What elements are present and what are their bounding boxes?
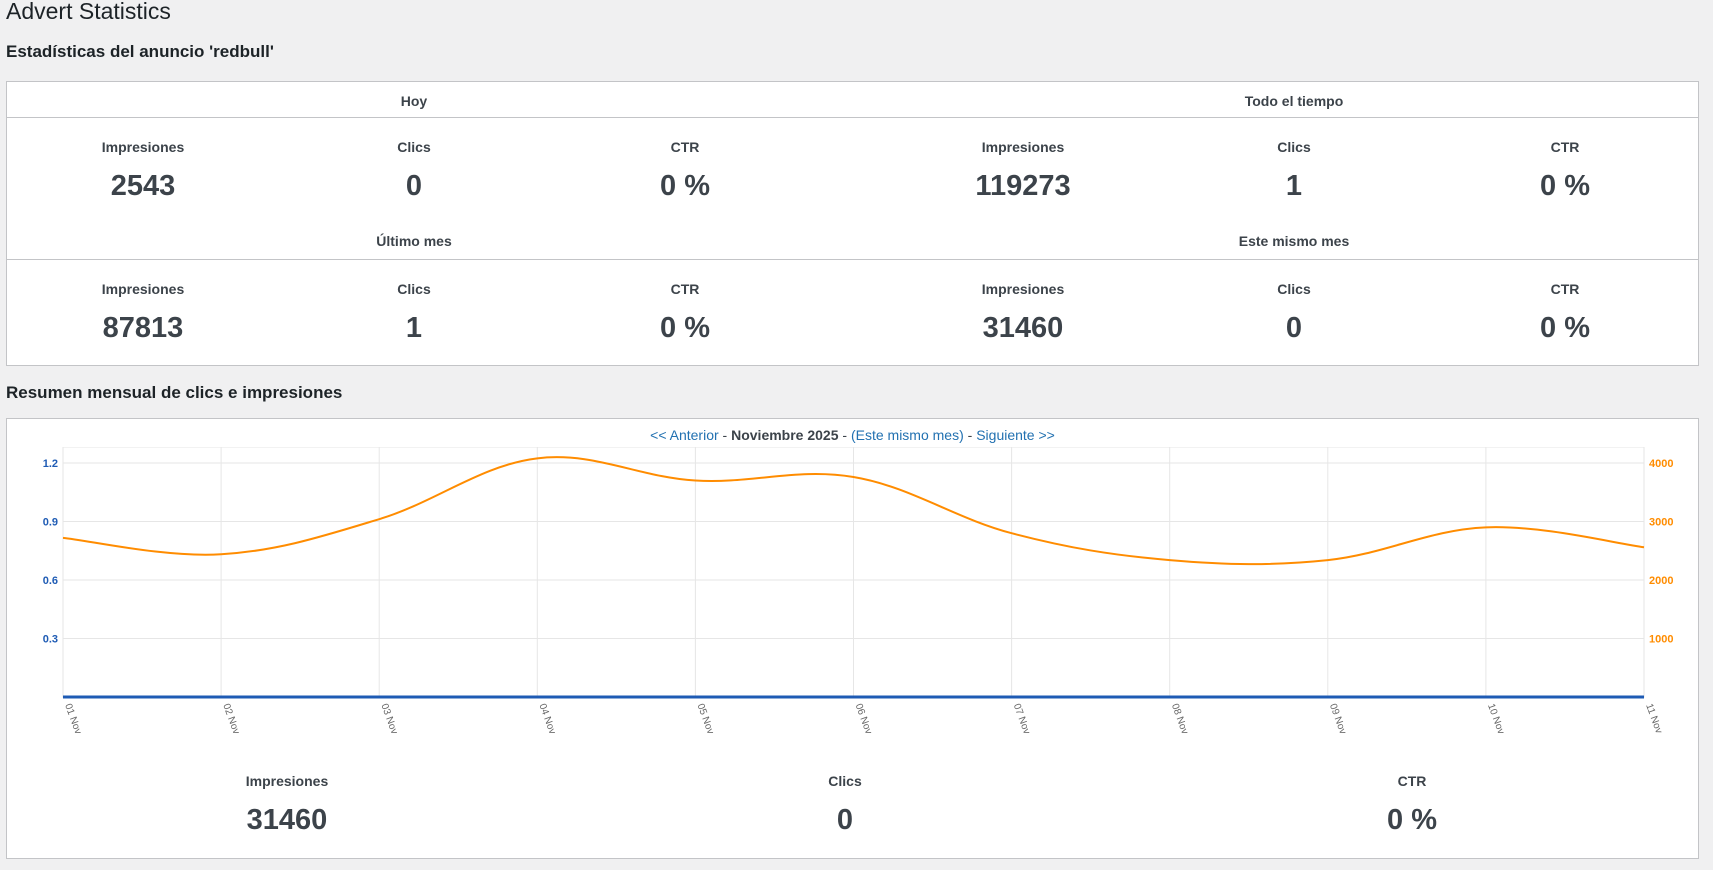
last-month-clicks-value: 1: [405, 312, 423, 344]
monthly-clicks-value: 0: [836, 804, 854, 836]
today-clicks-label: Clics: [397, 139, 431, 155]
x-tick-label: 05 Nov: [695, 702, 716, 736]
nav-separator: -: [963, 427, 977, 443]
this-month-ctr-label: CTR: [1550, 281, 1580, 297]
divider: [7, 117, 1698, 118]
x-tick-label: 04 Nov: [536, 702, 557, 736]
monthly-impressions-value: 31460: [246, 804, 328, 836]
this-month-header: Este mismo mes: [1238, 233, 1350, 249]
left-tick-label: 1.2: [43, 458, 58, 470]
this-month-impressions-value: 31460: [982, 312, 1064, 344]
divider: [7, 259, 1698, 260]
this-month-clicks-label: Clics: [1277, 281, 1311, 297]
x-tick-label: 07 Nov: [1011, 702, 1032, 736]
clicks-impressions-chart: 0.3 0.6 0.9 1.2 1000 2000 3000 4000 01 Nov 02 N…: [43, 447, 1673, 736]
month-navigation: << Anterior - Noviembre 2025 - (Este mis…: [7, 427, 1698, 443]
today-impressions-label: Impresiones: [101, 139, 185, 155]
today-ctr-label: CTR: [670, 139, 700, 155]
right-tick-label: 4000: [1649, 458, 1673, 470]
last-month-impressions-value: 87813: [102, 312, 184, 344]
page-title: Advert Statistics: [6, 0, 171, 24]
today-header: Hoy: [400, 93, 428, 109]
previous-month-link[interactable]: << Anterior: [650, 427, 719, 443]
x-tick-label: 08 Nov: [1169, 702, 1190, 736]
monthly-chart-panel: << Anterior - Noviembre 2025 - (Este mis…: [6, 418, 1699, 859]
all-time-ctr-label: CTR: [1550, 139, 1580, 155]
x-tick-label: 10 Nov: [1485, 702, 1506, 736]
chart-series: [62, 456, 1645, 699]
last-month-ctr-value: 0 %: [660, 312, 710, 344]
current-month-label: Noviembre 2025: [731, 427, 839, 443]
all-time-ctr-value: 0 %: [1540, 170, 1590, 202]
last-month-clicks-label: Clics: [397, 281, 431, 297]
this-month-impressions-label: Impresiones: [981, 281, 1065, 297]
this-month-ctr-value: 0 %: [1540, 312, 1590, 344]
x-tick-label: 01 Nov: [62, 702, 83, 736]
all-time-impressions-value: 119273: [975, 170, 1071, 202]
today-impressions-value: 2543: [110, 170, 176, 202]
this-month-link[interactable]: (Este mismo mes): [850, 427, 964, 443]
today-ctr-value: 0 %: [660, 170, 710, 202]
this-month-clicks-value: 0: [1285, 312, 1303, 344]
all-time-clicks-value: 1: [1285, 170, 1303, 202]
nav-separator: -: [718, 427, 732, 443]
chart-grid: [62, 447, 1645, 698]
all-time-clicks-label: Clics: [1277, 139, 1311, 155]
all-time-impressions-label: Impresiones: [981, 139, 1065, 155]
right-axis-ticks: 1000 2000 3000 4000: [1649, 458, 1673, 646]
left-tick-label: 0.6: [43, 575, 58, 587]
x-tick-label: 09 Nov: [1327, 702, 1348, 736]
right-tick-label: 2000: [1649, 575, 1673, 587]
last-month-ctr-label: CTR: [670, 281, 700, 297]
x-tick-label: 06 Nov: [853, 702, 874, 736]
right-tick-label: 3000: [1649, 517, 1673, 529]
left-tick-label: 0.9: [43, 517, 58, 529]
monthly-ctr-value: 0 %: [1387, 804, 1437, 836]
right-tick-label: 1000: [1649, 634, 1673, 646]
today-clicks-value: 0: [405, 170, 423, 202]
next-month-link[interactable]: Siguiente >>: [976, 427, 1055, 443]
x-axis-labels: 01 Nov 02 Nov 03 Nov 04 Nov 05 Nov 06 Nov 07 N…: [62, 702, 1664, 736]
all-time-header: Todo el tiempo: [1244, 93, 1344, 109]
x-tick-label: 02 Nov: [220, 702, 241, 736]
left-tick-label: 0.3: [43, 634, 58, 646]
monthly-clicks-label: Clics: [828, 773, 862, 789]
stats-table: Hoy Todo el tiempo Impresiones 2543 Clic…: [6, 81, 1699, 366]
monthly-ctr-label: CTR: [1397, 773, 1427, 789]
ad-stats-heading: Estadísticas del anuncio 'redbull': [6, 42, 274, 61]
nav-separator: -: [838, 427, 851, 443]
x-tick-label: 11 Nov: [1643, 702, 1664, 735]
last-month-impressions-label: Impresiones: [101, 281, 185, 297]
monthly-impressions-label: Impresiones: [245, 773, 329, 789]
monthly-summary-heading: Resumen mensual de clics e impresiones: [6, 383, 343, 402]
x-tick-label: 03 Nov: [378, 702, 399, 736]
last-month-header: Último mes: [376, 233, 452, 249]
left-axis-ticks: 0.3 0.6 0.9 1.2: [43, 458, 58, 646]
